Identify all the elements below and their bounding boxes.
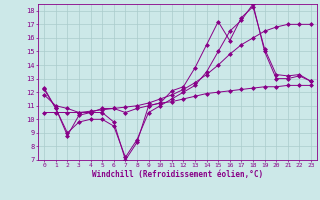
X-axis label: Windchill (Refroidissement éolien,°C): Windchill (Refroidissement éolien,°C) [92, 170, 263, 179]
